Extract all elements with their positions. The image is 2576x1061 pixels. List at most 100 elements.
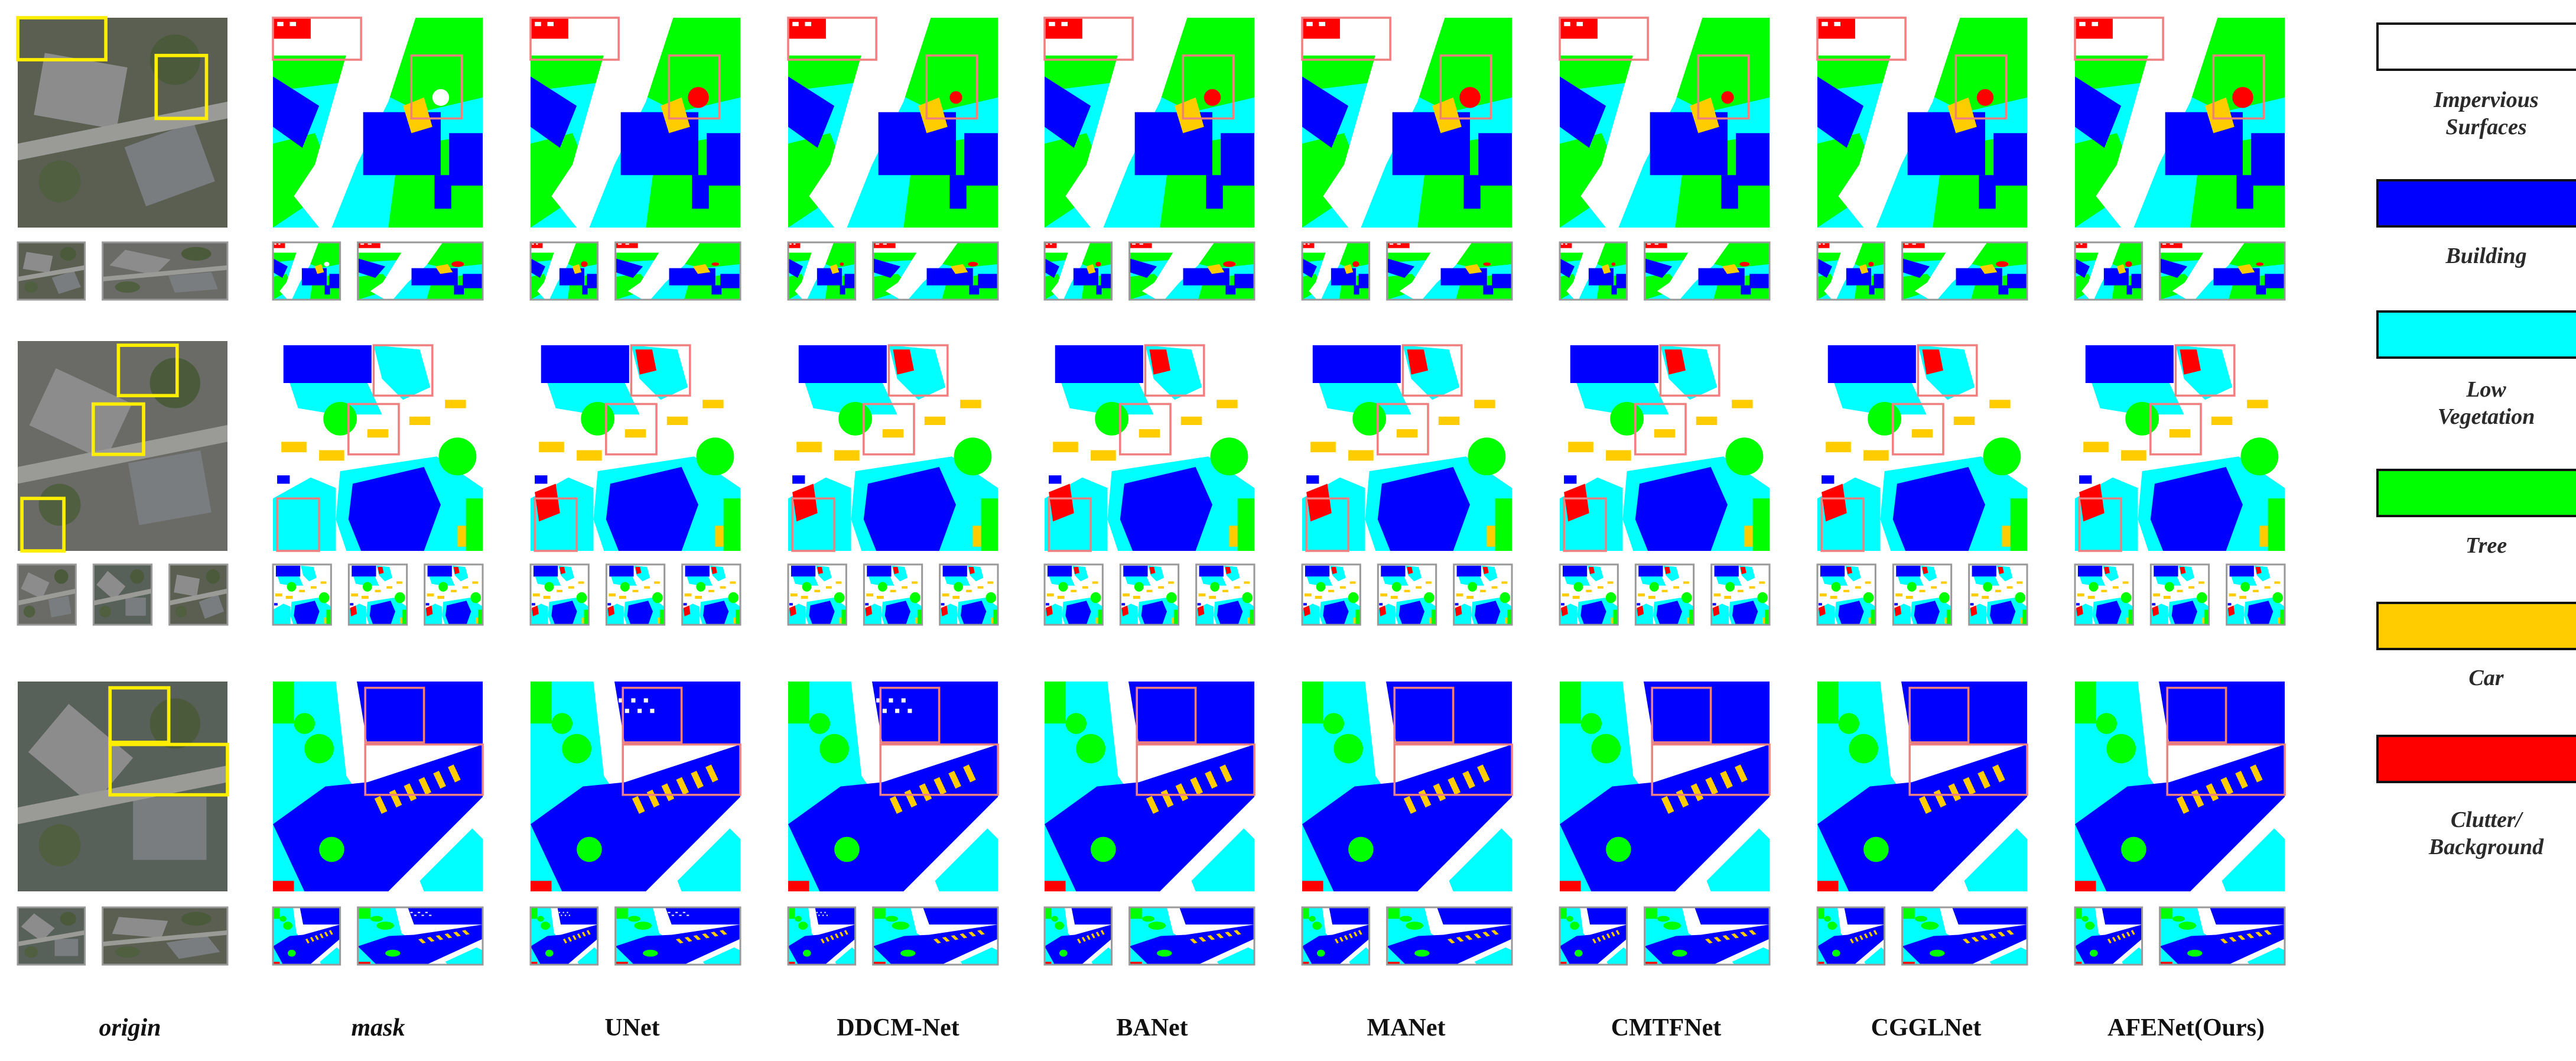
seg-building [1377,467,1470,551]
seg-building [434,175,451,209]
crop-banet-row2 [1119,563,1180,626]
crop-content [531,907,598,965]
seg-low-vegetation [2122,947,2142,965]
seg-car [427,936,435,942]
seg-building [1323,601,1349,625]
seg-car [1234,586,1240,589]
seg-impervious [625,243,629,245]
seg-car [1175,783,1189,802]
crop-manet-row1 [1301,241,1371,301]
seg-impervious [1389,243,1394,245]
seg-building [1644,258,1673,278]
seg-clutter [968,567,975,575]
seg-building [273,258,288,278]
seg-tree [1141,916,1154,922]
crop-content [1129,907,1254,965]
seg-impervious [1323,18,1445,228]
crop-border [614,241,741,301]
seg-impervious [1399,242,1472,300]
seg-car [572,264,582,274]
seg-building [1049,475,1062,484]
seg-building [2079,475,2092,484]
seg-car [2126,617,2129,624]
highlight-box [1816,17,1907,61]
seg-building [665,907,740,925]
seg-car [2247,400,2268,408]
crop-content [357,907,483,965]
seg-tree [838,401,872,436]
seg-impervious [1654,243,1658,245]
seg-tree [1580,713,1602,734]
crop-content [169,564,227,625]
seg-car [2020,617,2023,624]
seg-car [2101,589,2107,592]
crop-content [273,907,340,965]
crop-border [2074,563,2134,626]
seg-tree [537,916,544,922]
tile-afenet-row2 [2075,341,2285,552]
seg-building [1437,907,1512,925]
seg-car [2121,450,2146,461]
crop-content [1302,242,1370,300]
highlight-box [154,54,209,121]
seg-clutter [1149,349,1170,375]
seg-car [314,264,324,274]
seg-car [1724,596,1732,599]
seg-car [2235,770,2248,789]
seg-building [557,907,598,925]
aerial-roof [166,936,220,959]
seg-clutter [273,18,311,39]
seg-car [692,264,711,274]
seg-building [1952,907,2027,925]
seg-building [1714,566,1739,577]
seg-building [964,133,998,186]
seg-car [951,935,959,940]
column-label-cmtfnet: CMTFNet [1611,1014,1722,1041]
seg-car [1989,933,1997,939]
seg-car [2255,932,2263,937]
seg-tree [1355,609,1361,625]
seg-building [1306,475,1319,484]
seg-car [1477,764,1490,783]
seg-low-vegetation [2155,576,2181,586]
seg-clutter [1637,605,1644,617]
crop-content [2159,242,2285,300]
seg-car [2006,586,2013,589]
seg-building [463,274,483,288]
crop-ddcm-net-row2 [863,563,923,626]
seg-low-vegetation [2247,947,2285,965]
seg-impervious [816,911,818,913]
aerial-road [93,588,152,606]
seg-tree [1983,437,2021,476]
seg-clutter [1868,261,1874,267]
seg-impervious [429,914,432,916]
crop-content [1378,564,1436,625]
crop-content [273,564,331,625]
seg-car [2250,764,2263,783]
crop-cmtfnet-row2 [1559,563,1619,626]
seg-car [711,932,719,937]
seg-car [691,770,704,789]
seg-building [1749,274,1770,288]
seg-impervious [561,914,562,916]
seg-tree [728,592,739,603]
crop-content [1635,564,1694,625]
aerial-roof [29,368,132,461]
aerial-tree [54,569,69,584]
seg-car [351,593,359,597]
seg-car [1592,938,1596,944]
seg-building [707,133,740,186]
seg-tree [1129,907,1142,919]
crop-content [531,564,589,625]
crop-border [1710,563,1771,626]
crop-content [788,242,856,300]
seg-car [567,936,572,942]
seg-impervious [274,243,277,245]
seg-car [1865,581,1871,584]
seg-impervious [889,698,893,703]
seg-building [1844,907,1885,925]
crop-border [2074,241,2144,301]
seg-building [369,601,395,625]
seg-car [2264,586,2271,589]
